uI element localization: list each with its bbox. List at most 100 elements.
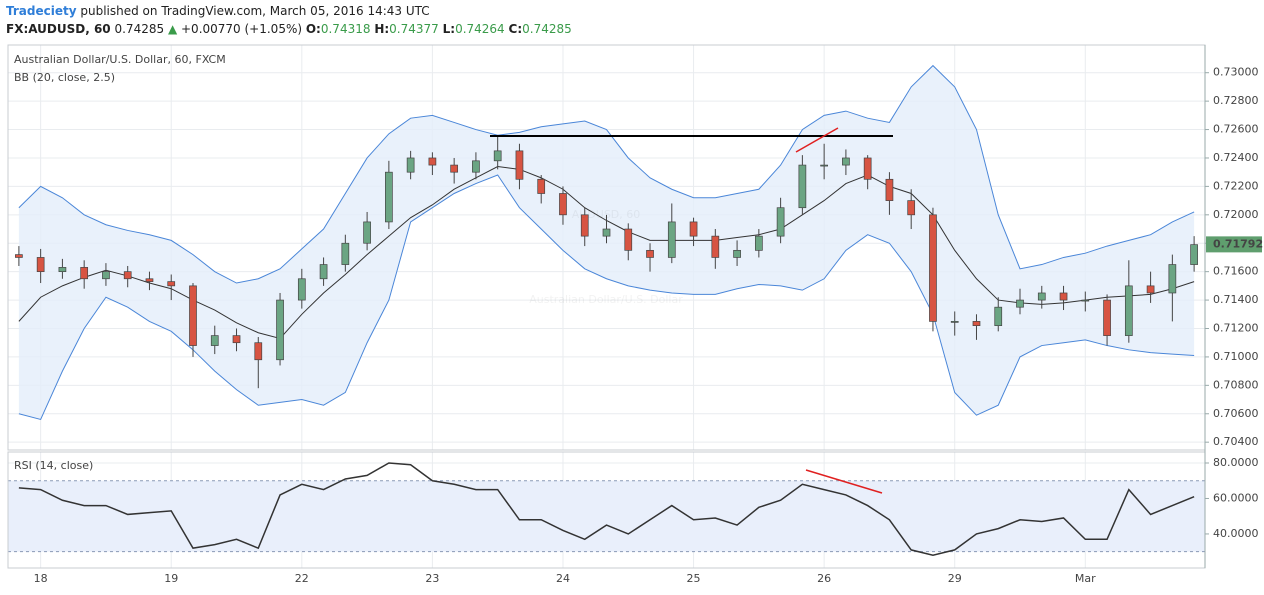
- candle-body: [341, 242, 350, 265]
- candle-body: [385, 171, 393, 223]
- arrow: ▲: [167, 22, 178, 36]
- indicator-label: BB (20, close, 2.5): [14, 71, 115, 84]
- candle-body: [994, 306, 1003, 327]
- candle-body: [646, 249, 654, 258]
- watermark-subtitle: Australian Dollar/U.S. Dollar: [529, 293, 683, 306]
- y-tick-label: 60.0000: [1213, 491, 1259, 504]
- candle-body: [1081, 299, 1090, 302]
- candle-body: [1124, 285, 1133, 336]
- candle-body: [428, 157, 437, 166]
- price: 0.74285: [114, 22, 165, 36]
- candle-body: [667, 221, 676, 258]
- candle-body: [36, 257, 45, 273]
- header-line: Tradeciety published on TradingView.com,…: [6, 2, 572, 20]
- candle-body: [80, 267, 89, 280]
- candle-body: [123, 271, 132, 280]
- candle-body: [493, 150, 502, 162]
- candle-body: [1103, 299, 1111, 336]
- l: 0.74264: [455, 22, 505, 36]
- candle-body: [580, 214, 589, 237]
- x-tick-label: 25: [687, 572, 701, 585]
- y-tick-label: 0.71000: [1213, 350, 1259, 363]
- candle-body: [58, 267, 67, 273]
- candle-body: [1059, 292, 1068, 301]
- candle-body: [1190, 244, 1198, 265]
- divergence-drawing: [805, 469, 883, 494]
- candle-body: [450, 164, 459, 173]
- y-tick-label: 40.0000: [1213, 527, 1259, 540]
- candle-body: [754, 235, 763, 251]
- candle-body: [842, 157, 850, 166]
- published: published on TradingView.com, March 05, …: [80, 4, 430, 18]
- y-tick-label: 0.70600: [1213, 407, 1259, 420]
- y-tick-label: 0.70400: [1213, 435, 1259, 448]
- marks: [15, 64, 1198, 557]
- candle-body: [515, 150, 524, 180]
- y-tick-label: 0.72000: [1213, 208, 1259, 221]
- pane-title: Australian Dollar/U.S. Dollar, 60, FXCM: [14, 53, 226, 66]
- y-tick-label: 0.73000: [1213, 66, 1259, 79]
- candle-body: [145, 278, 154, 282]
- candle-body: [950, 321, 959, 323]
- x-tick-label: Mar: [1075, 572, 1096, 585]
- change: +0.00770 (+1.05%): [181, 22, 303, 36]
- y-tick-label: 0.72400: [1213, 151, 1259, 164]
- h: 0.74377: [389, 22, 439, 36]
- c: 0.74285: [522, 22, 572, 36]
- y-tick-label: 0.72600: [1213, 123, 1259, 136]
- header-line: FX:AUDUSD, 60 0.74285 ▲ +0.00770 (+1.05%…: [6, 20, 572, 38]
- candle-body: [885, 178, 894, 201]
- candle-body: [559, 193, 567, 216]
- candle-body: [15, 254, 23, 258]
- y-tick-label: 0.71600: [1213, 265, 1259, 278]
- candle-body: [907, 200, 916, 216]
- x-tick-label: 18: [34, 572, 48, 585]
- y-tick-label: 80.0000: [1213, 456, 1259, 469]
- candle-body: [319, 264, 328, 280]
- band-line: [18, 64, 1195, 284]
- candle-body: [363, 221, 371, 244]
- divergence-drawing: [795, 127, 839, 153]
- c-label: C:: [508, 22, 523, 36]
- x-tick-label: 23: [425, 572, 439, 585]
- o: 0.74318: [320, 22, 371, 36]
- candle-body: [189, 285, 197, 346]
- x-tick-label: 19: [164, 572, 178, 585]
- rsi-title: RSI (14, close): [14, 459, 93, 472]
- candle-body: [776, 207, 785, 237]
- candle-body: [210, 335, 219, 346]
- candle-body: [624, 228, 633, 251]
- candle-body: [254, 342, 263, 361]
- l-label: L:: [442, 22, 456, 36]
- x-tick-label: 24: [556, 572, 570, 585]
- rsi-line: [18, 462, 1195, 557]
- y-tick-label: 0.71400: [1213, 293, 1259, 306]
- candle-body: [798, 164, 807, 209]
- candle-body: [929, 214, 937, 322]
- watermark: AUDUSD, 60: [572, 208, 641, 221]
- candle-body: [406, 157, 415, 173]
- candle-body: [276, 299, 284, 361]
- last-price-box: [1206, 236, 1262, 253]
- candle-body: [167, 281, 176, 287]
- h-label: H:: [374, 22, 390, 36]
- candle-body: [689, 221, 698, 237]
- candle-body: [602, 228, 611, 237]
- candle-body: [1168, 264, 1177, 294]
- candle-body: [863, 157, 872, 180]
- candle-body: [232, 335, 241, 344]
- x-tick-label: 29: [948, 572, 962, 585]
- candle-body: [972, 321, 981, 327]
- candle-body: [537, 178, 546, 194]
- candle-body: [711, 235, 720, 258]
- candle-body: [297, 278, 306, 301]
- candle-body: [733, 249, 741, 258]
- rsi-band-fill: [8, 480, 1205, 552]
- author[interactable]: Tradeciety: [6, 4, 77, 18]
- y-tick-label: 0.72200: [1213, 179, 1259, 192]
- candle-body: [1146, 285, 1155, 294]
- symbol: FX:AUDUSD, 60: [6, 22, 111, 36]
- x-tick-label: 22: [295, 572, 309, 585]
